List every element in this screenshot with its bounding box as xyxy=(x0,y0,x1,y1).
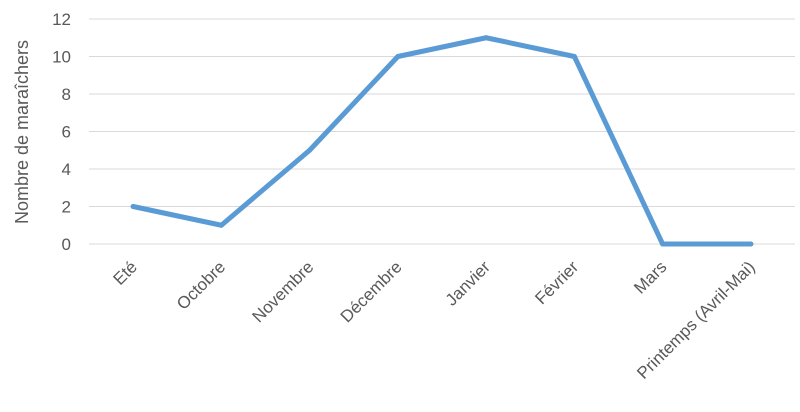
data-point xyxy=(748,241,754,247)
data-point xyxy=(395,54,401,59)
data-point xyxy=(307,147,313,153)
gridlines xyxy=(89,18,795,245)
y-tick-label: 4 xyxy=(62,160,71,179)
x-tick-label: Novembre xyxy=(249,257,318,326)
x-tick-label: Décembre xyxy=(337,257,406,326)
y-tick-label: 8 xyxy=(62,85,71,104)
y-axis-title: Nombre de maraîchers xyxy=(12,40,32,224)
x-tick-label: Février xyxy=(531,257,582,308)
y-axis-tick-labels: 0 2 4 6 8 10 12 xyxy=(52,10,71,254)
data-point xyxy=(571,54,577,59)
data-point xyxy=(483,35,489,41)
data-series xyxy=(130,35,754,247)
x-tick-label: Octobre xyxy=(173,257,229,313)
y-tick-label: 6 xyxy=(62,123,71,142)
y-tick-label: 2 xyxy=(62,198,71,217)
y-tick-label: 10 xyxy=(52,48,71,67)
x-tick-label: Janvier xyxy=(442,257,494,309)
data-point xyxy=(660,241,666,247)
x-axis-tick-labels: Eté Octobre Novembre Décembre Janvier Février… xyxy=(109,257,758,383)
y-tick-label: 0 xyxy=(62,235,71,254)
series-line xyxy=(130,35,754,247)
data-point xyxy=(130,204,136,209)
y-tick-label: 12 xyxy=(52,10,71,29)
x-tick-label: Mars xyxy=(630,257,670,297)
data-point xyxy=(218,222,224,228)
x-tick-label: Eté xyxy=(109,257,140,288)
